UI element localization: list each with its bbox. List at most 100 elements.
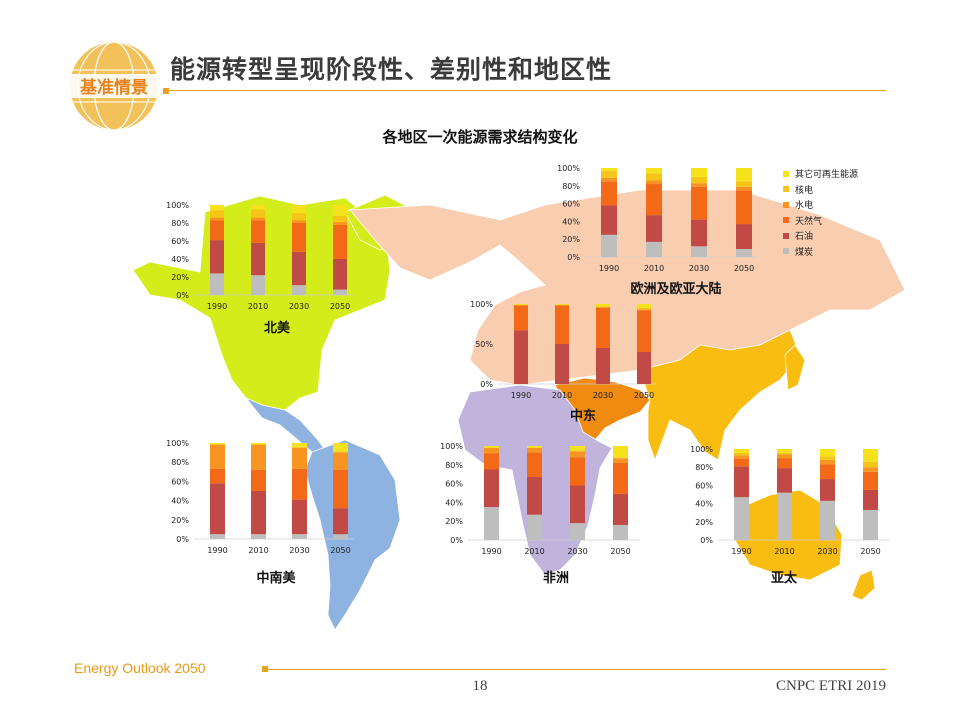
bar-segment	[691, 186, 707, 220]
bar-segment	[292, 468, 307, 500]
bar-segment	[777, 492, 792, 540]
bar-segment	[820, 456, 835, 460]
bar-segment	[601, 205, 617, 235]
bar-segment	[210, 210, 224, 218]
x-tick-label: 2010	[248, 546, 268, 555]
bar-segment	[777, 458, 792, 469]
bar-segment	[736, 248, 752, 257]
footer-divider-marker	[262, 666, 268, 672]
legend-label: 其它可再生能源	[795, 170, 859, 181]
bar-segment	[555, 304, 569, 305]
bar-segment	[570, 450, 585, 452]
legend-label: 水电	[795, 201, 814, 212]
bar-segment	[527, 452, 542, 478]
bar-segment	[484, 469, 499, 508]
bar-segment	[646, 184, 662, 216]
x-tick-label: 1990	[511, 391, 531, 400]
bar-segment	[292, 213, 306, 221]
legend-swatch	[783, 232, 789, 239]
bar-segment	[333, 451, 348, 453]
bar-segment	[637, 304, 651, 308]
bar-segment	[596, 307, 610, 308]
bar-segment	[484, 507, 499, 540]
bar-segment	[820, 479, 835, 501]
bar-segment	[777, 454, 792, 459]
bar-segment	[646, 241, 662, 257]
x-tick-label: 2050	[330, 302, 350, 311]
y-tick-label: 60%	[171, 477, 189, 486]
bar-segment	[210, 220, 224, 241]
page-number: 18	[472, 678, 488, 694]
bar-segment	[251, 209, 265, 218]
map-japan	[784, 344, 806, 391]
x-tick-label: 2050	[634, 391, 654, 400]
legend-item: 煤炭	[783, 244, 913, 260]
bar-segment	[734, 497, 749, 540]
x-tick-label: 1990	[207, 302, 227, 311]
bar-segment	[570, 523, 585, 540]
bar-segment	[601, 177, 617, 182]
bar-segment	[251, 469, 266, 491]
page-title: 能源转型呈现阶段性、差别性和地区性	[170, 55, 613, 84]
legend-swatch	[783, 170, 789, 177]
x-tick-label: 1990	[599, 264, 619, 273]
y-tick-label: 20%	[171, 516, 189, 525]
x-tick-label: 2010	[644, 264, 664, 273]
bar-segment	[292, 285, 306, 295]
bar-segment	[333, 443, 348, 452]
footer-brand: Energy Outlook 2050	[74, 660, 206, 676]
bar-segment	[613, 457, 628, 459]
bar-segment	[734, 466, 749, 498]
title-divider	[164, 90, 886, 91]
bar-segment	[555, 304, 569, 306]
chart-panel: 0% 20% 40% 60% 80% 100% 1990 2010 2030 2050	[690, 445, 890, 556]
bar-segment	[596, 304, 610, 307]
bar-segment	[646, 168, 662, 174]
bar-segment	[555, 344, 569, 384]
bar-segment	[292, 499, 307, 535]
chart-panel: 0% 20% 40% 60% 80% 100% 1990 2010 2030 2050	[440, 442, 640, 556]
bar-segment	[484, 447, 499, 454]
chart-title: 各地区一次能源需求结构变化	[382, 128, 578, 146]
y-tick-label: 20%	[562, 235, 580, 244]
bar-segment	[333, 222, 347, 225]
y-tick-label: 60%	[445, 480, 463, 489]
bar-segment	[210, 273, 224, 295]
bar-segment	[210, 443, 225, 445]
x-tick-label: 2050	[860, 547, 880, 556]
logo-badge: 基准情景	[68, 41, 160, 131]
bar-segment	[484, 453, 499, 470]
bar-segment	[292, 534, 307, 539]
region-label-north-america: 北美	[264, 320, 291, 336]
bar-segment	[527, 477, 542, 515]
bar-segment	[637, 310, 651, 352]
bar-segment	[736, 190, 752, 225]
logo-badge-text: 基准情景	[79, 77, 148, 98]
bar-segment	[777, 452, 792, 455]
bar-segment	[251, 242, 265, 276]
legend-label: 天然气	[795, 216, 823, 227]
bar-segment	[251, 275, 265, 295]
bar-segment	[251, 443, 266, 445]
bar-segment	[863, 489, 878, 510]
bar-segment	[292, 443, 307, 447]
y-tick-label: 100%	[440, 442, 463, 451]
bar-segment	[596, 306, 610, 308]
x-tick-label: 2050	[330, 546, 350, 555]
y-tick-label: 40%	[695, 500, 713, 509]
bar-segment	[613, 462, 628, 494]
bar-segment	[333, 534, 348, 539]
chart-legend: 其它可再生能源 核电 水电 天然气 石油 煤炭	[783, 166, 913, 259]
bar-segment	[333, 259, 347, 290]
bar-segment	[613, 458, 628, 463]
bar-segment	[210, 444, 225, 469]
region-label-asia-pacific: 亚太	[771, 570, 798, 586]
bar-segment	[251, 217, 265, 221]
bar-segment	[637, 352, 651, 384]
bar-segment	[570, 485, 585, 524]
bar-segment	[251, 491, 266, 535]
y-tick-label: 0%	[700, 536, 713, 545]
region-label-middle-east: 中东	[570, 408, 596, 424]
